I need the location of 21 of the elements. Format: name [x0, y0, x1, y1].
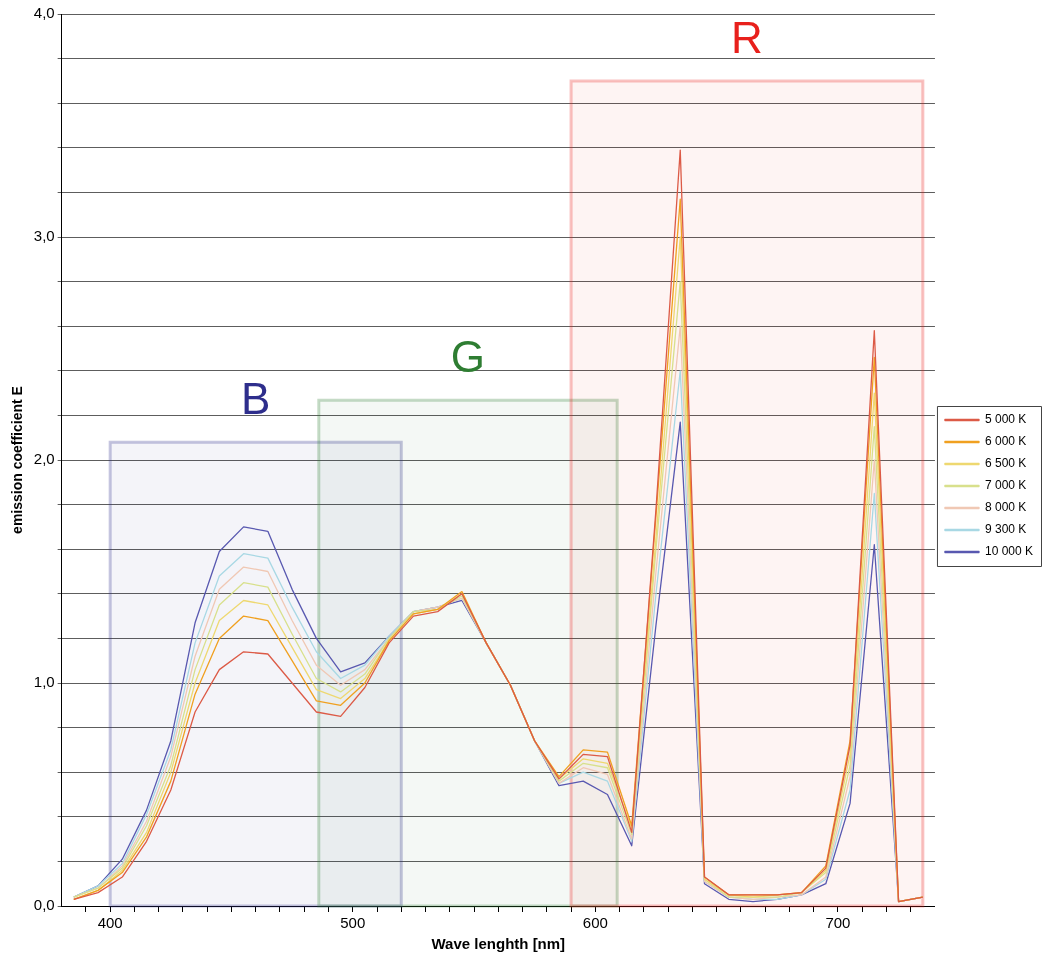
y-tick-label: 1,0: [33, 673, 55, 691]
y-tick-label: 3,0: [33, 227, 55, 245]
legend-label: 10 000 K: [984, 544, 1034, 559]
legend-label: 7 000 K: [984, 478, 1027, 493]
x-tick-label: 700: [825, 914, 851, 932]
legend-label: 9 300 K: [984, 522, 1027, 537]
y-tick-label: 2,0: [33, 450, 55, 468]
band-label: B: [241, 374, 271, 424]
legend-label: 6 000 K: [984, 434, 1027, 449]
x-axis-title: Wave lenghth [nm]: [431, 935, 566, 953]
x-tick-label: 400: [97, 914, 123, 932]
y-tick-label: 4,0: [33, 4, 55, 22]
y-tick-label: 0,0: [33, 896, 55, 914]
band-label: R: [731, 13, 763, 63]
legend-label: 5 000 K: [984, 412, 1027, 427]
legend-label: 6 500 K: [984, 456, 1027, 471]
x-tick-label: 500: [340, 914, 366, 932]
legend-label: 8 000 K: [984, 500, 1027, 515]
band-label: G: [450, 332, 486, 382]
y-axis-title: emission coefficient E: [9, 386, 26, 534]
x-tick-label: 600: [582, 914, 608, 932]
